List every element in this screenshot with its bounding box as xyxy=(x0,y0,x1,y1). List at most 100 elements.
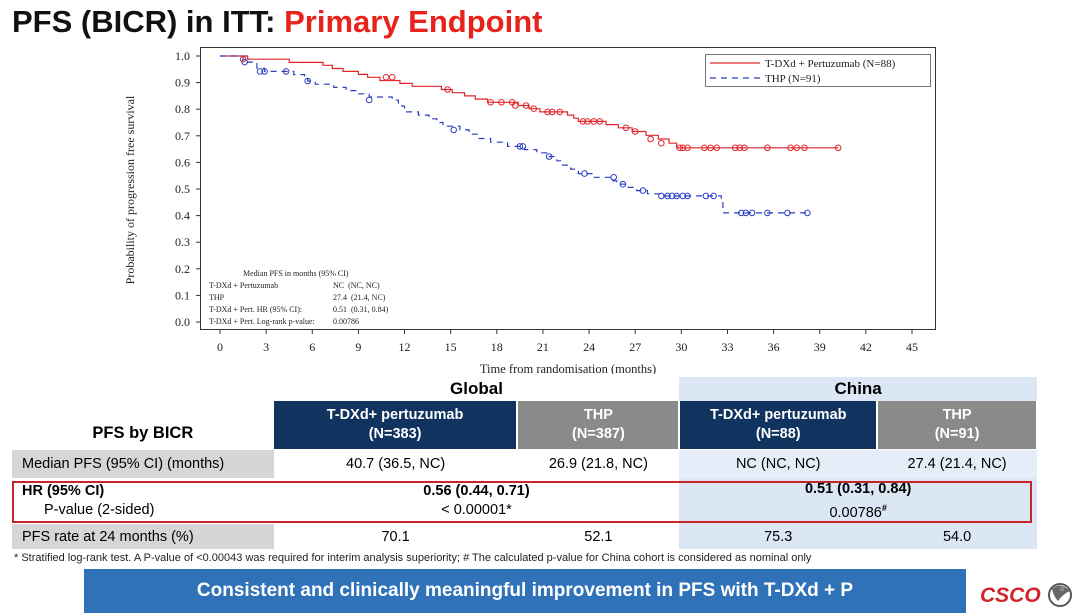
censor-mark-tdxd xyxy=(512,102,519,109)
censor-mark-thp xyxy=(764,209,771,217)
censor-mark-tdxd xyxy=(731,144,739,152)
inset-label-3: T-DXd + Pert. HR (95% CI): xyxy=(209,305,302,314)
y-tick-label: 0.4 xyxy=(175,209,190,223)
censor-mark-tdxd xyxy=(498,99,505,106)
x-tick-label: 36 xyxy=(768,340,780,354)
y-tick-label: 0.5 xyxy=(175,182,190,196)
censor-mark-tdxd xyxy=(631,128,639,135)
censor-mark-tdxd xyxy=(548,108,556,116)
inset-label-4: T-DXd + Pert. Log-rank p-value: xyxy=(209,317,315,326)
censor-mark-tdxd xyxy=(530,105,538,112)
row-label-rate: PFS rate at 24 months (%) xyxy=(12,524,274,549)
col-header-line2: (N=387) xyxy=(571,426,625,442)
censor-mark-tdxd xyxy=(658,139,665,147)
y-tick-label: 1.0 xyxy=(175,49,190,63)
arm-header-row: T-DXd+ pertuzumab (N=383) THP (N=387) T-DX… xyxy=(12,401,1038,450)
censor-mark-thp xyxy=(710,192,717,200)
table-row-hr: HR (95% CI) P-value (2-sided) 0.56 (0.44,… xyxy=(12,478,1037,524)
inset-value-2: 27.4 (21.4, NC) xyxy=(333,293,386,302)
series-line-tdxd xyxy=(220,55,839,149)
results-table: PFS by BICR Global China T-DXd+ pertuzum… xyxy=(12,377,1038,549)
y-tick-label: 0.0 xyxy=(175,315,190,329)
y-tick-label: 0.3 xyxy=(175,235,190,249)
csco-logo: CSCO xyxy=(980,583,1072,607)
plot-frame xyxy=(200,47,936,330)
censor-mark-tdxd xyxy=(793,144,801,152)
global-p-value: < 0.00001* xyxy=(441,502,512,518)
col-header-global-tdxd: T-DXd+ pertuzumab (N=383) xyxy=(273,401,519,450)
censor-mark-thp xyxy=(748,209,756,217)
y-tick-label: 0.2 xyxy=(175,262,190,276)
censor-mark-tdxd xyxy=(801,144,808,152)
page-title: PFS (BICR) in ITT: Primary Endpoint xyxy=(12,4,542,40)
col-header-line2: (N=88) xyxy=(755,426,801,442)
censor-mark-thp xyxy=(519,143,527,150)
hr-label: HR (95% CI) xyxy=(22,483,105,499)
cell-median-global-thp: 26.9 (21.8, NC) xyxy=(517,449,680,478)
censor-mark-tdxd xyxy=(701,144,708,152)
censor-mark-tdxd xyxy=(584,118,591,125)
censor-mark-tdxd xyxy=(679,144,687,152)
x-tick-label: 21 xyxy=(537,340,549,354)
table-corner-label: PFS by BICR xyxy=(92,424,194,442)
censor-mark-thp xyxy=(256,68,264,75)
cell-rate-china-thp: 54.0 xyxy=(877,524,1037,549)
censor-mark-tdxd xyxy=(544,108,551,116)
table-row-rate: PFS rate at 24 months (%) 70.1 52.1 75.3… xyxy=(12,524,1037,549)
group-global: Global xyxy=(450,379,503,398)
x-tick-label: 6 xyxy=(309,340,315,354)
censor-mark-thp xyxy=(282,68,290,75)
censor-mark-tdxd xyxy=(764,144,771,152)
censor-mark-thp xyxy=(365,96,373,104)
x-tick-label: 9 xyxy=(355,340,361,354)
row-label-median: Median PFS (95% CI) (months) xyxy=(12,449,274,478)
cell-median-china-thp: 27.4 (21.4, NC) xyxy=(877,449,1037,478)
china-p-value: 0.00786 xyxy=(829,504,882,521)
inset-value-3: 0.51 (0.31, 0.84) xyxy=(333,305,389,314)
col-header-line1: THP xyxy=(942,407,972,423)
censor-mark-tdxd xyxy=(556,108,564,116)
footnote: * Stratified log-rank test. A P-value of… xyxy=(14,552,812,564)
axis-ticks: 0 3 6 9 12 15 18 21 24 27 30 33 36 39 42 450.00.10.20.3… xyxy=(175,49,918,354)
censor-mark-tdxd xyxy=(388,74,396,81)
y-tick-label: 0.9 xyxy=(175,76,190,90)
cell-median-global-tdxd: 40.7 (36.5, NC) xyxy=(273,449,518,478)
censor-mark-thp xyxy=(679,192,687,200)
x-tick-label: 12 xyxy=(399,340,411,354)
censor-mark-thp xyxy=(581,170,588,177)
km-chart: 0 3 6 9 12 15 18 21 24 27 30 33 36 39 42 450.00.10.20.3… xyxy=(123,47,936,374)
legend-label-tdxd: T-DXd + Pertuzumab (N=88) xyxy=(765,58,896,70)
title-prefix: PFS (BICR) in ITT: xyxy=(12,4,285,39)
censor-mark-thp xyxy=(639,187,647,194)
x-axis-label: Time from randomisation (months) xyxy=(480,362,656,374)
y-axis-label: Probability of progression free survival xyxy=(123,95,137,284)
x-tick-label: 0 xyxy=(217,340,223,354)
inset-value-4: 0.00786 xyxy=(333,317,359,326)
censor-mark-thp xyxy=(684,192,691,200)
y-tick-label: 0.1 xyxy=(175,288,190,302)
censor-mark-thp xyxy=(261,68,268,75)
x-tick-label: 33 xyxy=(721,340,733,354)
censor-mark-tdxd xyxy=(444,86,451,93)
y-tick-label: 0.7 xyxy=(175,129,190,143)
censor-mark-tdxd xyxy=(707,144,714,152)
logo-mark-icon xyxy=(1048,583,1072,607)
col-header-line2: (N=383) xyxy=(368,426,422,442)
censor-mark-thp xyxy=(304,77,311,85)
censor-mark-tdxd xyxy=(522,102,530,109)
cell-rate-china-tdxd: 75.3 xyxy=(679,524,878,549)
inset-label-1: T-DXd + Pertuzumab xyxy=(209,281,278,290)
cell-rate-global-thp: 52.1 xyxy=(584,528,613,545)
cell-median-china-tdxd: NC (NC, NC) xyxy=(679,449,878,478)
y-tick-label: 0.8 xyxy=(175,102,190,116)
censor-marks xyxy=(239,55,842,217)
censor-mark-thp xyxy=(738,209,745,217)
row-label-hr: HR (95% CI) P-value (2-sided) xyxy=(12,478,274,524)
group-china: China xyxy=(679,377,1037,401)
col-header-line1: THP xyxy=(583,407,613,423)
x-tick-label: 3 xyxy=(263,340,269,354)
legend: T-DXd + Pertuzumab (N=88) THP (N=91) xyxy=(705,54,931,87)
pvalue-label: P-value (2-sided) xyxy=(44,502,155,518)
legend-box xyxy=(705,54,931,87)
inset-median-table: Median PFS in months (95% CI) T-DXd + Pe… xyxy=(209,269,389,326)
